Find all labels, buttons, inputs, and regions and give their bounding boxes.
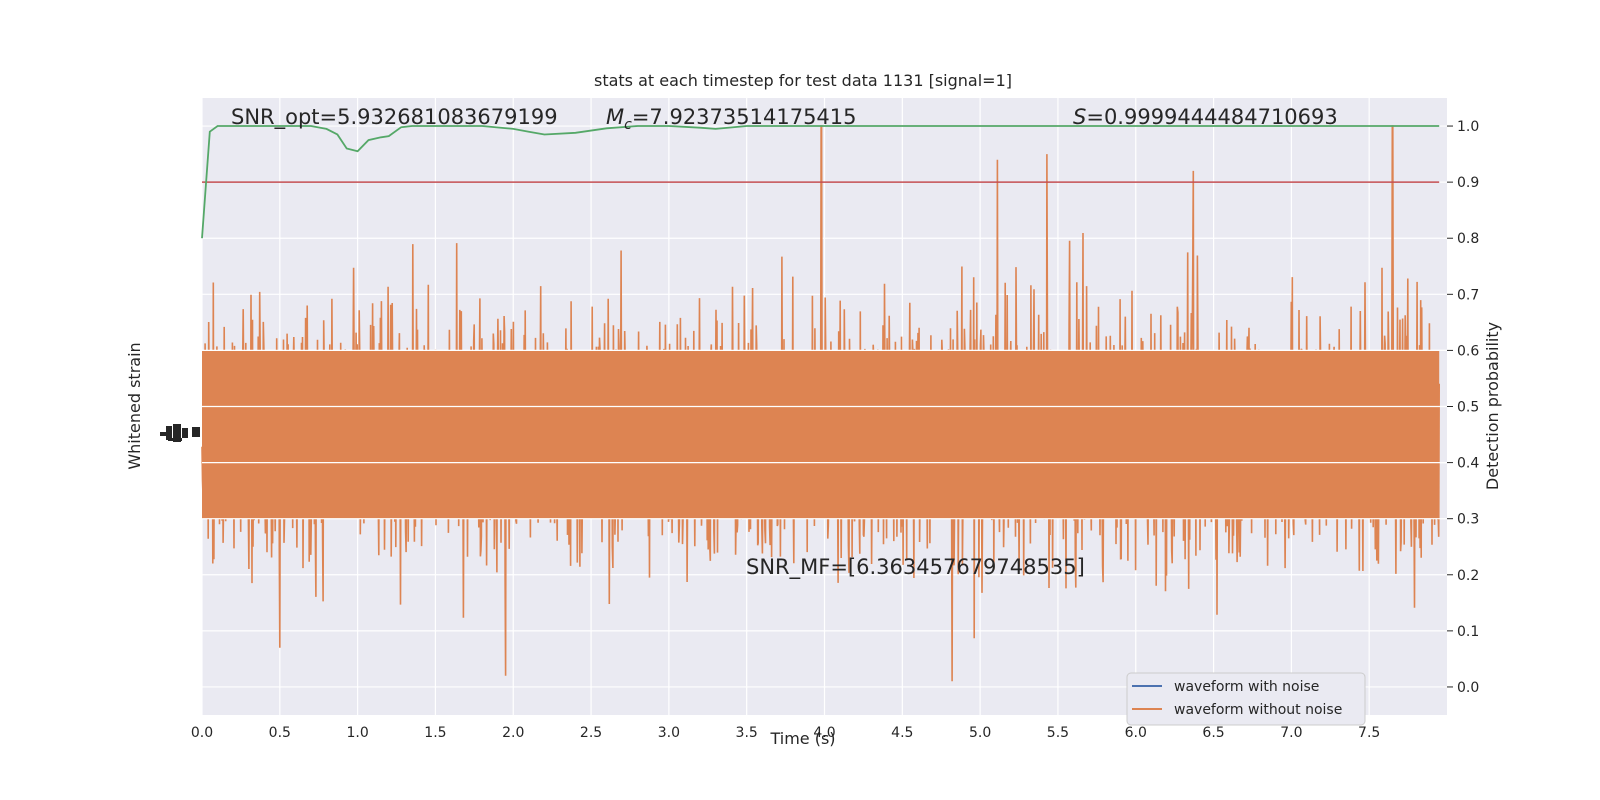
waveform-dense-band (202, 350, 1440, 519)
legend-box (1126, 672, 1366, 726)
x-tick-label: 4.5 (891, 725, 913, 741)
y-left-tick-glyph (192, 427, 200, 437)
y-right-tick-label: 0.7 (1457, 287, 1479, 303)
legend-label-clean: waveform without noise (1174, 702, 1342, 718)
y-left-tick-glyph (160, 432, 170, 436)
y-left-axis-ticks (160, 424, 200, 442)
chirp-mass-annotation: Mc=7.92373514175415 (606, 105, 857, 133)
y-left-tick-glyph (166, 426, 172, 440)
x-tick-label: 1.0 (346, 725, 368, 741)
snr-mf-annotation: SNR_MF=[6.363457679748535] (746, 555, 1085, 580)
x-tick-label: 0.0 (191, 725, 213, 741)
x-tick-label: 7.5 (1358, 725, 1380, 741)
y-left-tick-glyph (168, 438, 182, 441)
y-left-axis-label: Whitened strain (125, 342, 144, 469)
x-tick-label: 0.5 (269, 725, 291, 741)
x-axis-ticks: 0.0 0.5 1.0 1.5 2.0 2.5 3.0 3.5 4.0 4.5 5.0 5.5 6.0 6… (191, 725, 1380, 741)
x-tick-label: 3.5 (736, 725, 758, 741)
stat-s-value: =0.9999444484710693 (1086, 105, 1337, 129)
legend: waveform with noise waveform without noi… (1126, 672, 1366, 726)
y-right-tick-label: 0.4 (1457, 456, 1479, 472)
chirp-mass-subscript: c (624, 117, 632, 133)
y-right-tick-label: 0.1 (1457, 624, 1479, 640)
y-right-tick-label: 0.8 (1457, 231, 1479, 247)
x-tick-label: 5.5 (1047, 725, 1069, 741)
y-right-axis-label: Detection probability (1483, 322, 1502, 490)
x-tick-label: 2.5 (580, 725, 602, 741)
snr-opt-annotation: SNR_opt=5.932681083679199 (231, 105, 558, 130)
y-right-tick-label: 0.2 (1457, 568, 1479, 584)
x-tick-label: 3.0 (658, 725, 680, 741)
y-right-tick-label: 0.5 (1457, 400, 1479, 416)
x-tick-label: 6.5 (1202, 725, 1224, 741)
chirp-mass-value: =7.92373514175415 (632, 105, 857, 129)
y-left-tick-glyph (182, 428, 188, 438)
y-right-tick-label: 0.0 (1457, 680, 1479, 696)
x-axis-label: Time (s) (769, 729, 835, 748)
y-right-tick-label: 0.6 (1457, 343, 1479, 359)
stat-s-annotation: S=0.9999444484710693 (1073, 105, 1338, 129)
stat-s-symbol: S (1073, 105, 1086, 129)
y-right-tick-label: 0.9 (1457, 175, 1479, 191)
y-left-tick-glyph (173, 424, 181, 442)
y-right-tick-label: 0.3 (1457, 512, 1479, 528)
x-tick-label: 6.0 (1125, 725, 1147, 741)
series-waveform-without-noise (201, 125, 1447, 682)
y-right-axis-ticks: 0.0 0.1 0.2 0.3 0.4 0.5 0.6 0.7 0.8 0.9 1.0 (1447, 119, 1479, 696)
chart-title: stats at each timestep for test data 113… (594, 71, 1012, 90)
x-tick-label: 2.0 (502, 725, 524, 741)
x-tick-label: 1.5 (424, 725, 446, 741)
x-tick-label: 4.0 (813, 725, 835, 741)
y-right-tick-label: 1.0 (1457, 119, 1479, 135)
series-detection-probability-line (201, 125, 1440, 239)
chirp-mass-symbol: M (606, 105, 624, 129)
legend-label-noise: waveform with noise (1174, 679, 1319, 695)
x-tick-label: 7.0 (1280, 725, 1302, 741)
x-tick-label: 5.0 (969, 725, 991, 741)
